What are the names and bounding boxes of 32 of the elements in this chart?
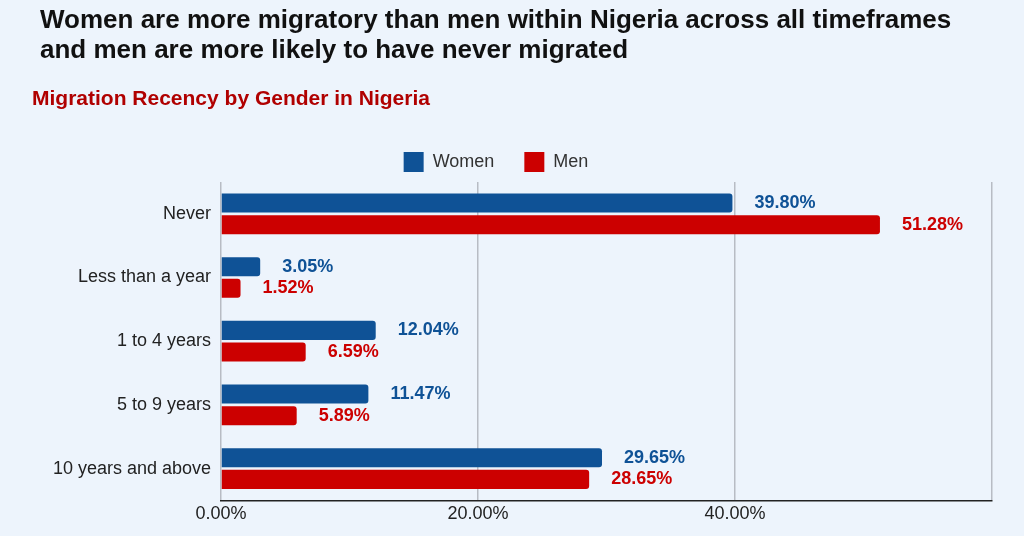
bar: [221, 406, 297, 426]
x-tick-label: 20.00%: [447, 503, 509, 524]
legend-label: Women: [432, 150, 495, 171]
data-label: 1.52%: [262, 277, 314, 298]
bar: [221, 469, 590, 489]
bar: [221, 193, 733, 213]
bar: [221, 278, 241, 298]
y-tick-label: 1 to 4 years: [116, 330, 211, 351]
data-label: 11.47%: [390, 383, 451, 404]
bar: [221, 215, 880, 235]
legend-label: Men: [553, 150, 589, 171]
y-tick-label: Never: [162, 202, 211, 223]
y-tick-label: 5 to 9 years: [116, 393, 211, 414]
bar: [221, 257, 261, 277]
data-label: 51.28%: [901, 213, 964, 234]
bar: [221, 320, 376, 340]
bar: [221, 342, 306, 362]
x-tick-label: 0.00%: [195, 503, 247, 524]
data-label: 3.05%: [282, 255, 334, 276]
data-label: 12.04%: [397, 319, 459, 340]
data-label: 29.65%: [624, 446, 686, 467]
y-tick-label: 10 years and above: [52, 457, 211, 478]
chart-title: Women are more migratory than men within Nigeria across all timeframes and men are more likely to have never migrated: [40, 4, 953, 64]
chart-subtitle: Migration Recency by Gender in Nigeria: [32, 86, 430, 110]
x-tick-label: 40.00%: [704, 503, 766, 524]
data-label: 5.89%: [318, 404, 370, 425]
data-label: 39.80%: [754, 191, 816, 212]
data-label: 6.59%: [327, 340, 379, 361]
bar: [221, 448, 602, 468]
bar: [221, 384, 369, 404]
data-label: 28.65%: [611, 468, 673, 489]
y-tick-label: Less than a year: [77, 266, 211, 287]
